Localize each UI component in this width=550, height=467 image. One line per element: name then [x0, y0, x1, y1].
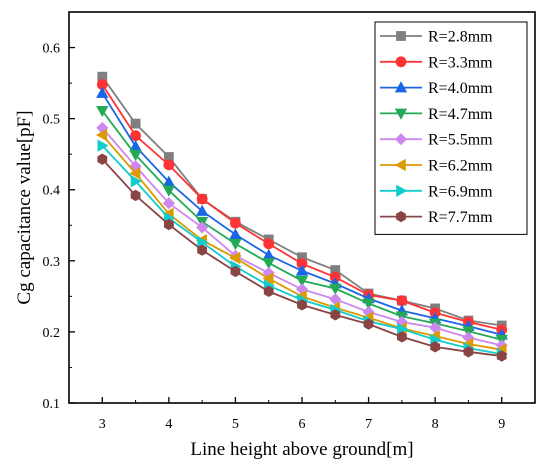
data-point: [496, 350, 507, 362]
data-point: [129, 150, 142, 162]
data-point: [195, 204, 209, 216]
y-tick-label: 0.5: [43, 113, 61, 128]
data-point: [162, 197, 175, 210]
y-axis-ticks: 0.1 0.2 0.3 0.4 0.5 0.6: [43, 42, 75, 412]
y-tick-label: 0.6: [43, 42, 61, 57]
legend: R=2.8mm R=3.3mm R=4.0mm R=4.7mm R=5.5mm R=6.2…: [374, 21, 528, 235]
data-point: [396, 331, 407, 343]
y-tick-label: 0.2: [43, 326, 61, 341]
data-point: [196, 221, 209, 234]
legend-label: R=6.2mm: [428, 158, 493, 175]
data-point: [230, 265, 241, 278]
legend-item: R=4.0mm: [380, 80, 493, 97]
data-point: [97, 139, 109, 152]
data-point: [130, 189, 141, 202]
data-point: [230, 217, 241, 229]
legend-marker: [394, 108, 408, 120]
legend-label: R=4.0mm: [428, 80, 493, 97]
data-point: [262, 248, 275, 260]
x-tick-label: 4: [165, 417, 172, 432]
data-point: [97, 153, 108, 165]
legend-marker: [396, 31, 406, 41]
data-point: [430, 341, 441, 353]
y-tick-label: 0.4: [43, 184, 61, 199]
data-point: [96, 86, 109, 98]
data-point: [163, 159, 175, 171]
data-point: [262, 272, 274, 285]
x-tick-label: 8: [432, 417, 439, 432]
legend-item: R=3.3mm: [380, 54, 493, 71]
data-point: [197, 244, 208, 256]
data-point: [229, 228, 242, 240]
data-point: [130, 175, 142, 188]
legend-marker: [396, 184, 408, 197]
legend-marker: [395, 56, 407, 68]
x-tick-label: 7: [365, 417, 372, 432]
series-layer: [95, 71, 509, 362]
legend-label: R=5.5mm: [428, 132, 493, 149]
legend-label: R=7.7mm: [428, 209, 493, 226]
legend-item: R=6.2mm: [380, 158, 493, 175]
data-point: [229, 238, 242, 251]
legend-marker: [394, 81, 408, 93]
legend-item: R=7.7mm: [380, 209, 493, 226]
data-point: [163, 218, 174, 231]
series-R=7.7mm: [97, 153, 507, 362]
x-tick-label: 3: [99, 417, 106, 432]
legend-item: R=5.5mm: [380, 132, 493, 149]
data-point: [297, 299, 307, 311]
legend-label: R=2.8mm: [428, 29, 493, 46]
legend-label: R=3.3mm: [428, 54, 493, 71]
data-point: [196, 193, 208, 205]
legend-label: R=6.9mm: [428, 183, 493, 200]
data-point: [396, 295, 408, 307]
legend-item: R=6.9mm: [380, 183, 493, 200]
data-point: [329, 283, 342, 295]
data-point: [96, 106, 109, 118]
data-point: [263, 238, 275, 250]
data-point: [263, 285, 274, 298]
legend-marker: [396, 210, 406, 223]
data-point: [130, 118, 141, 129]
legend-item: R=2.8mm: [380, 29, 493, 46]
y-tick-label: 0.1: [43, 397, 61, 412]
data-point: [362, 298, 375, 310]
x-tick-label: 5: [232, 417, 239, 432]
legend-marker: [394, 133, 408, 146]
x-axis-title: Line height above ground[m]: [190, 439, 413, 460]
legend-label: R=4.7mm: [428, 106, 493, 123]
data-point: [162, 185, 176, 197]
y-tick-label: 0.3: [43, 255, 61, 270]
x-tick-label: 9: [498, 417, 505, 432]
data-point: [129, 167, 141, 180]
data-point: [262, 258, 275, 270]
x-axis-ticks: 3 4 5 6 7 8 9: [99, 397, 505, 432]
legend-item: R=4.7mm: [380, 106, 493, 123]
legend-marker: [394, 158, 406, 172]
data-point: [330, 309, 341, 321]
data-point: [295, 275, 309, 288]
data-point: [229, 251, 241, 265]
data-point: [363, 318, 374, 330]
x-tick-label: 6: [299, 417, 306, 432]
y-axis-title: Cg capacitance value[pF]: [14, 110, 35, 304]
data-point: [463, 346, 474, 358]
data-point: [95, 128, 108, 142]
data-point: [295, 264, 309, 276]
